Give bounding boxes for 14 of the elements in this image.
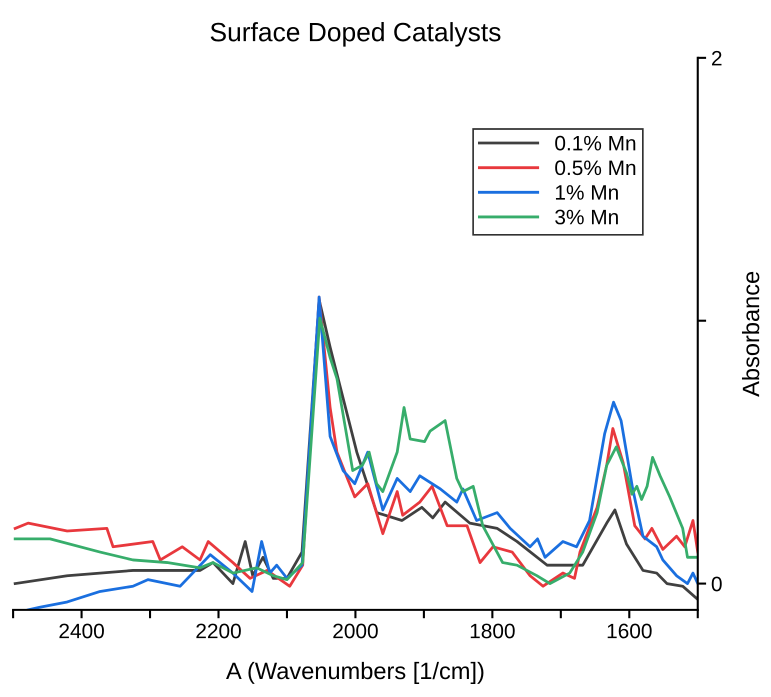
x-tick-label: 2000 — [333, 624, 378, 638]
x-tick-label: 2400 — [59, 624, 104, 638]
legend-label: 3% Mn — [555, 210, 618, 224]
legend-label: 1% Mn — [556, 185, 618, 200]
legend-label: 0.5% Mn — [555, 160, 636, 176]
y-tick-label: 2 — [712, 50, 722, 66]
chart-title: Surface Doped Catalysts — [210, 22, 500, 47]
x-tick-label: 1800 — [470, 624, 515, 638]
y-tick-label: 0 — [712, 576, 722, 592]
legend-label: 0.1% Mn — [555, 136, 636, 151]
y-axis-title: Absorbance — [742, 272, 760, 397]
x-axis-title: A (Wavenumbers [1/cm]) — [226, 662, 484, 684]
x-tick-label: 1600 — [608, 624, 652, 638]
x-tick-label: 2200 — [196, 624, 241, 638]
